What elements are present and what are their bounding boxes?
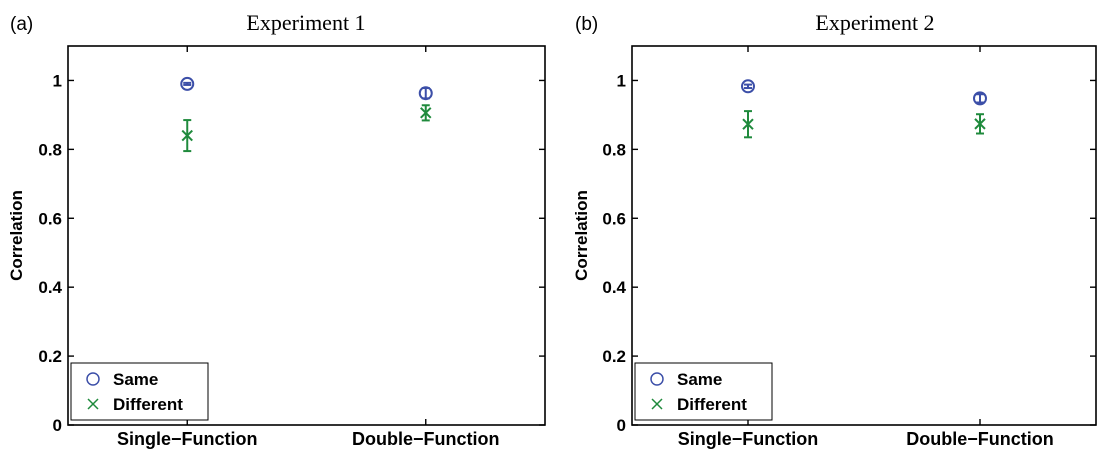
plot-frame <box>631 45 1097 426</box>
data-point-different-0 <box>742 110 754 139</box>
data-point-different-1 <box>420 104 432 122</box>
x-category-label: Single−Function <box>678 429 819 449</box>
x-category-label: Double−Function <box>906 429 1054 449</box>
data-point-different-0 <box>181 119 193 153</box>
marker-x <box>974 118 986 130</box>
y-tick-label: 0.2 <box>602 347 626 366</box>
y-tick-label: 0.4 <box>602 278 626 297</box>
data-point-same-0 <box>741 79 755 94</box>
data-point-different-1 <box>974 113 986 135</box>
y-tick-label: 1 <box>53 71 62 90</box>
y-tick-label: 0.4 <box>38 278 62 297</box>
y-tick-label: 0.8 <box>38 140 62 159</box>
chart-title: Experiment 1 <box>246 10 365 35</box>
chart-title: Experiment 2 <box>815 10 934 35</box>
legend-marker-same <box>650 372 664 386</box>
marker-circle <box>418 86 433 101</box>
x-category-label: Single−Function <box>117 429 258 449</box>
legend-marker-same <box>86 372 100 386</box>
x-category-label: Double−Function <box>352 429 500 449</box>
marker-circle <box>741 79 755 94</box>
legend: Same Different <box>70 362 209 421</box>
marker-x <box>742 118 754 130</box>
data-point-same-1 <box>973 91 987 106</box>
legend-label: Different <box>677 395 747 414</box>
y-tick-label: 0 <box>53 416 62 435</box>
chart-panel-a: (a) Experiment 1 0 0.2 0.4 0.6 0.8 1 Correlation… <box>7 10 546 449</box>
y-axis-label: Correlation <box>572 190 591 281</box>
marker-circle <box>973 91 987 106</box>
data-point-same-1 <box>418 86 433 101</box>
panel-label: (a) <box>10 14 33 35</box>
legend-label: Same <box>677 370 722 389</box>
marker-circle <box>180 76 195 91</box>
y-tick-label: 1 <box>617 71 626 90</box>
plot-frame <box>67 45 546 426</box>
legend-label: Different <box>113 395 183 414</box>
y-tick-label: 0.2 <box>38 347 62 366</box>
panel-label: (b) <box>575 14 598 35</box>
y-tick-label: 0 <box>617 416 626 435</box>
data-point-same-0 <box>180 76 195 91</box>
y-tick-label: 0.8 <box>602 140 626 159</box>
y-axis-label: Correlation <box>7 190 26 281</box>
legend: Same Different <box>634 362 773 421</box>
legend-marker-different <box>87 398 99 410</box>
y-tick-label: 0.6 <box>38 209 62 228</box>
legend-marker-different <box>651 398 663 410</box>
legend-label: Same <box>113 370 158 389</box>
marker-x <box>181 129 193 142</box>
marker-x <box>420 107 432 119</box>
chart-panel-b: (b) Experiment 2 0 0.2 0.4 0.6 0.8 1 Correlation… <box>572 10 1097 449</box>
y-tick-label: 0.6 <box>602 209 626 228</box>
